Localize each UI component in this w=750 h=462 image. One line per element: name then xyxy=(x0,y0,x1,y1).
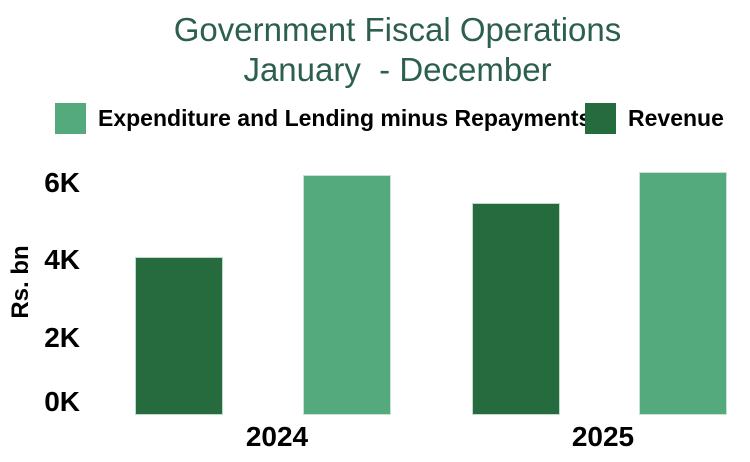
x-axis-label-2024: 2024 xyxy=(245,421,309,452)
legend-swatch-revenue xyxy=(585,103,616,134)
legend-swatch-expenditure xyxy=(55,103,86,134)
y-tick-label-4K: 4K xyxy=(44,244,80,276)
legend-label-revenue: Revenue xyxy=(628,105,724,131)
y-tick-label-2K: 2K xyxy=(44,321,80,353)
bar-revenue-2025 xyxy=(472,202,560,415)
y-tick-label-0K: 0K xyxy=(44,386,80,417)
chart-title: Government Fiscal Operations xyxy=(173,11,622,48)
bar-expenditure-2025 xyxy=(639,171,727,415)
legend-label-expenditure: Expenditure and Lending minus Repayments xyxy=(98,105,592,131)
chart-legend: Expenditure and Lending minus Repayments… xyxy=(0,103,750,137)
bar-expenditure-2024 xyxy=(303,175,391,415)
x-axis-label-2025: 2025 xyxy=(571,421,635,452)
chart-subtitle: January - December xyxy=(243,51,552,88)
legend-item-expenditure: Expenditure and Lending minus Repayments xyxy=(55,103,591,134)
y-tick-label-6K: 6K xyxy=(44,167,80,199)
legend-item-revenue: Revenue xyxy=(585,103,724,134)
bar-revenue-2024 xyxy=(135,256,223,415)
chart-title-block: Government Fiscal Operations January - D… xyxy=(45,10,750,90)
